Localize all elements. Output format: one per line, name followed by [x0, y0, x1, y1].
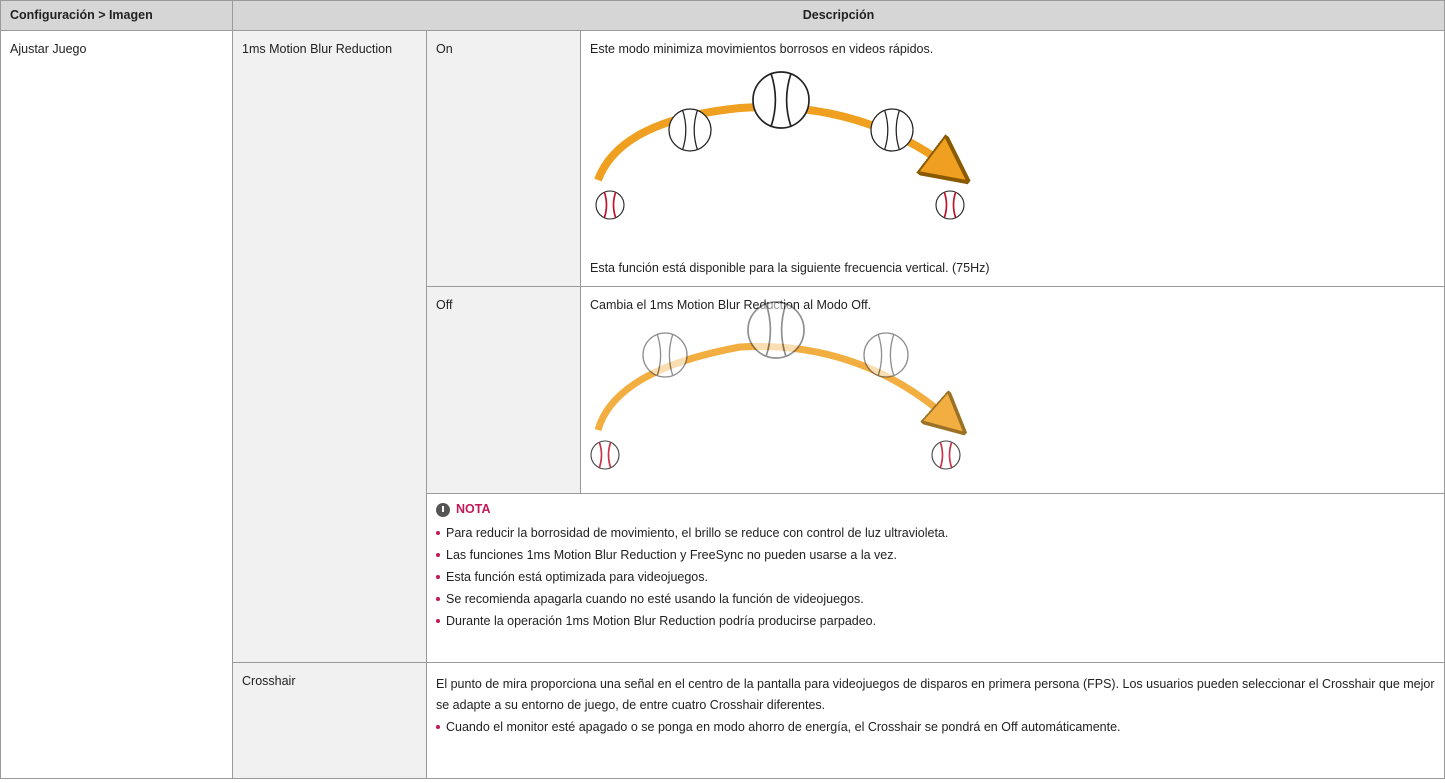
- option-name: On: [426, 30, 581, 287]
- bullet: Las funciones 1ms Motion Blur Reduction …: [436, 544, 1435, 566]
- bullet-dot: [436, 553, 440, 557]
- bullet-dot: [436, 597, 440, 601]
- bullet-dot: [436, 575, 440, 579]
- bullet-text: Para reducir la borrosidad de movimiento…: [446, 526, 949, 540]
- note: NOTA Para reducir la borrosidad de movim…: [426, 493, 1445, 663]
- bullet-text: Las funciones 1ms Motion Blur Reduction …: [446, 548, 897, 562]
- option-name: Off: [426, 286, 581, 494]
- option-cell: Este modo minimiza movimientos borrosos …: [580, 30, 1445, 287]
- header-setting: Configuración > Imagen: [0, 0, 233, 31]
- option-cell: Cambia el 1ms Motion Blur Reduction al M…: [580, 286, 1445, 494]
- crosshair-cell: El punto de mira proporciona una señal e…: [426, 662, 1445, 779]
- bullet-dot: [436, 531, 440, 535]
- note-title-row: NOTA: [436, 499, 1435, 520]
- bullet: Cuando el monitor esté apagado o se pong…: [436, 716, 1435, 738]
- bullet: Durante la operación 1ms Motion Blur Red…: [436, 610, 1435, 632]
- bullet: Esta función está optimizada para videoj…: [436, 566, 1435, 588]
- option-footnote: Esta función está disponible para la sig…: [590, 261, 990, 275]
- note-title: NOTA: [456, 502, 491, 516]
- item-bullets: Cuando el monitor esté apagado o se pong…: [436, 716, 1435, 738]
- section: Ajustar Juego: [0, 30, 233, 779]
- bullet-dot: [436, 725, 440, 729]
- note-icon: [436, 502, 450, 517]
- bullet: Para reducir la borrosidad de movimiento…: [436, 522, 1435, 544]
- note-bullets: Para reducir la borrosidad de movimiento…: [436, 522, 1435, 632]
- option-description: Cambia el 1ms Motion Blur Reduction al M…: [590, 298, 872, 312]
- option-description: Este modo minimiza movimientos borrosos …: [590, 42, 934, 56]
- bullet-text: Se recomienda apagarla cuando no esté us…: [446, 592, 864, 606]
- bullet-text: Cuando el monitor esté apagado o se pong…: [446, 720, 1121, 734]
- bullet: Se recomienda apagarla cuando no esté us…: [436, 588, 1435, 610]
- item-description: El punto de mira proporciona una señal e…: [436, 677, 1435, 712]
- item-name: Crosshair: [232, 662, 427, 779]
- item-name: 1ms Motion Blur Reduction: [232, 30, 427, 663]
- bullet-dot: [436, 619, 440, 623]
- header-description: Descripción: [232, 0, 1445, 31]
- bullet-text: Durante la operación 1ms Motion Blur Red…: [446, 614, 877, 628]
- bullet-text: Esta función está optimizada para videoj…: [446, 570, 708, 584]
